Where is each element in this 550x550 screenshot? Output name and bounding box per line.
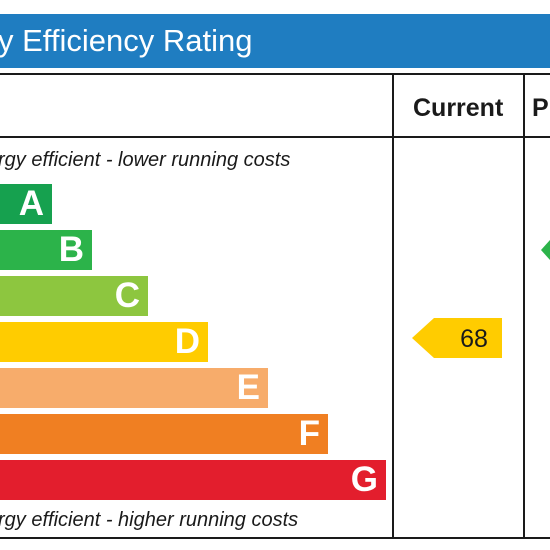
frame-divider-1	[392, 73, 394, 539]
band-letter: A	[18, 184, 44, 223]
potential-column-header: P	[532, 94, 549, 122]
current-arrow-shape	[412, 318, 502, 358]
frame-top-line	[0, 73, 550, 75]
band-a: A	[0, 184, 52, 224]
band-f: F	[0, 414, 328, 454]
band-letter: G	[350, 460, 378, 499]
band-letter: C	[114, 276, 140, 315]
band-g: G	[0, 460, 386, 500]
potential-rating-arrow	[541, 240, 550, 260]
frame-divider-2	[523, 73, 525, 539]
band-letter: D	[174, 322, 200, 361]
band-letter: B	[58, 230, 84, 269]
band-c: C	[0, 276, 148, 316]
potential-arrow-shape	[541, 240, 550, 260]
efficient-note: rgy efficient - lower running costs	[0, 149, 291, 171]
inefficient-note: rgy efficient - higher running costs	[0, 509, 299, 531]
current-rating-value: 68	[460, 325, 488, 353]
frame-bottom-line	[0, 537, 550, 539]
chart-header: y Efficiency Rating	[0, 14, 550, 68]
band-d: D	[0, 322, 208, 362]
band-letter: E	[236, 368, 260, 407]
current-rating-arrow: 68	[412, 318, 502, 358]
band-b: B	[0, 230, 92, 270]
frame-header-line	[0, 136, 550, 138]
current-column-header: Current	[413, 94, 504, 122]
chart-title: y Efficiency Rating	[0, 23, 253, 58]
band-letter: F	[298, 414, 320, 453]
band-e: E	[0, 368, 268, 408]
